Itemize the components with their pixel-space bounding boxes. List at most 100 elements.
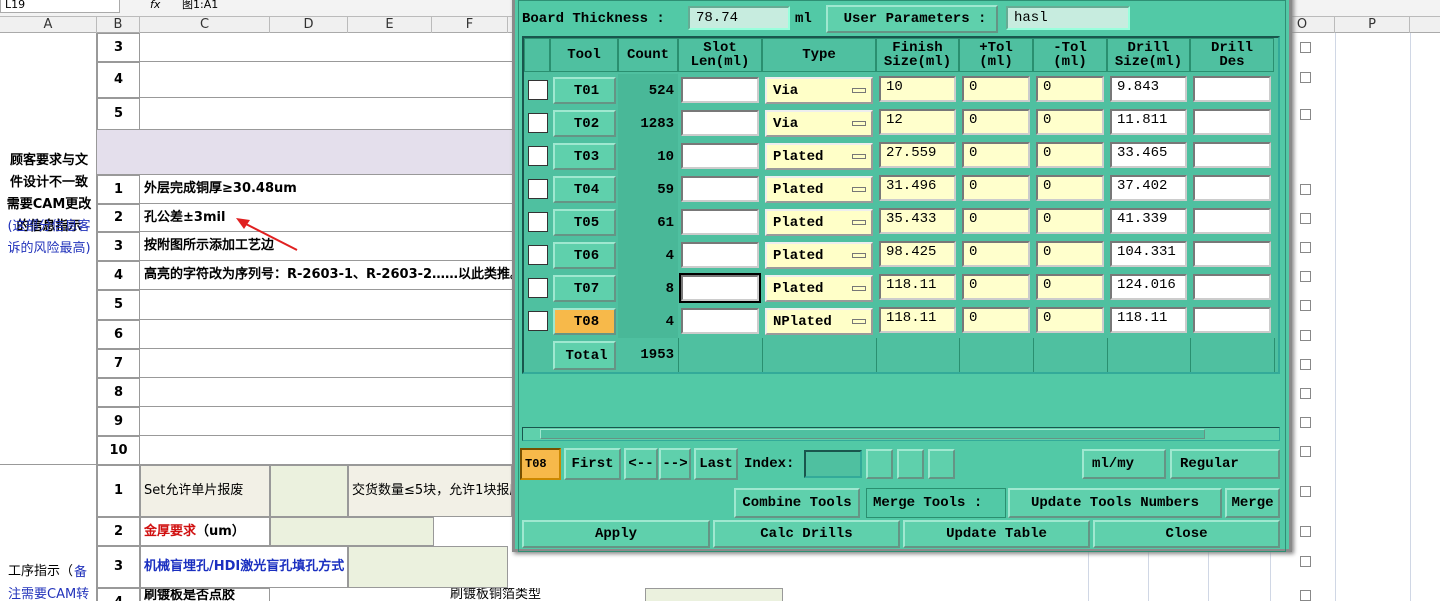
drill-des-field[interactable] [1193,241,1271,267]
column-header[interactable]: +Tol (ml) [959,38,1033,72]
checkbox[interactable] [1300,446,1311,457]
column-header[interactable]: P [1335,17,1410,33]
tool-button[interactable]: T01 [553,77,616,104]
slot-field[interactable] [681,242,759,268]
tool-button[interactable]: T04 [553,176,616,203]
finish-field[interactable]: 10 [879,76,956,102]
plus-tol-field[interactable]: 0 [962,76,1030,102]
action-button[interactable]: Calc Drills [713,520,900,548]
finish-field[interactable]: 118.11 [879,307,956,333]
checkbox[interactable] [1300,526,1311,537]
icon-button[interactable] [866,449,893,479]
drill-size-field[interactable]: 104.331 [1110,241,1187,267]
drill-size-field[interactable]: 124.016 [1110,274,1187,300]
drill-des-field[interactable] [1193,307,1271,333]
slot-field[interactable] [681,143,759,169]
nav-button[interactable]: --> [659,448,691,480]
checkbox[interactable] [1300,42,1311,53]
row-expand-icon[interactable] [528,278,548,298]
column-header[interactable]: Tool [550,38,618,72]
tool-button[interactable]: T03 [553,143,616,170]
column-header[interactable]: Count [618,38,678,72]
finish-field[interactable]: 12 [879,109,956,135]
finish-field[interactable]: 118.11 [879,274,956,300]
checkbox[interactable] [1300,242,1311,253]
column-header[interactable]: A [0,17,97,33]
minus-tol-field[interactable]: 0 [1036,175,1104,201]
formula-input[interactable]: 图1:A1 [182,0,219,11]
slot-field[interactable] [681,308,759,334]
drill-des-field[interactable] [1193,142,1271,168]
drill-size-field[interactable]: 118.11 [1110,307,1187,333]
plus-tol-field[interactable]: 0 [962,307,1030,333]
minus-tol-field[interactable]: 0 [1036,76,1104,102]
tool-button[interactable]: T06 [553,242,616,269]
row-expand-icon[interactable] [528,245,548,265]
checkbox[interactable] [1300,109,1311,120]
minus-tol-field[interactable]: 0 [1036,241,1104,267]
checkbox[interactable] [1300,388,1311,399]
drill-des-field[interactable] [1193,109,1271,135]
slot-field[interactable] [679,273,761,303]
checkbox[interactable] [1300,330,1311,341]
user-params-button[interactable]: User Parameters : [826,5,998,33]
user-params-field[interactable]: hasl [1006,6,1130,30]
column-header[interactable]: Type [762,38,876,72]
checkbox[interactable] [1300,556,1311,567]
row-expand-icon[interactable] [528,179,548,199]
minus-tol-field[interactable]: 0 [1036,208,1104,234]
action-button[interactable]: Close [1093,520,1280,548]
nav-button[interactable]: Last [694,448,738,480]
checkbox[interactable] [1300,590,1311,601]
column-header[interactable]: Drill Des [1190,38,1274,72]
column-header[interactable]: -Tol (ml) [1033,38,1107,72]
drill-des-field[interactable] [1193,208,1271,234]
column-header[interactable]: O [1270,17,1335,33]
type-menu[interactable]: Plated [765,143,873,170]
units-menu[interactable]: ml/my [1082,449,1166,479]
finish-field[interactable]: 27.559 [879,142,956,168]
checkbox[interactable] [1300,300,1311,311]
drill-des-field[interactable] [1193,175,1271,201]
plus-tol-field[interactable]: 0 [962,109,1030,135]
slot-field[interactable] [681,209,759,235]
drill-des-field[interactable] [1193,76,1271,102]
minus-tol-field[interactable]: 0 [1036,142,1104,168]
drill-size-field[interactable]: 41.339 [1110,208,1187,234]
thickness-field[interactable]: 78.74 [688,6,790,30]
checkbox[interactable] [1300,213,1311,224]
column-header[interactable]: Slot Len(ml) [678,38,762,72]
mode-menu[interactable]: Regular [1170,449,1280,479]
checkbox[interactable] [1300,486,1311,497]
plus-tol-field[interactable]: 0 [962,175,1030,201]
column-header[interactable]: E [348,17,432,33]
slot-field[interactable] [681,110,759,136]
column-header[interactable]: B [97,17,140,33]
column-header[interactable]: Finish Size(ml) [876,38,959,72]
plus-tol-field[interactable]: 0 [962,241,1030,267]
nav-button[interactable]: <-- [624,448,658,480]
minus-tol-field[interactable]: 0 [1036,109,1104,135]
combine-button[interactable]: Combine Tools [734,488,860,518]
row-expand-icon[interactable] [528,80,548,100]
plus-tol-field[interactable]: 0 [962,274,1030,300]
finish-field[interactable]: 31.496 [879,175,956,201]
plus-tol-field[interactable]: 0 [962,208,1030,234]
column-header[interactable]: D [270,17,348,33]
minus-tol-field[interactable]: 0 [1036,307,1104,333]
merge-menu[interactable]: Update Tools Numbers [1008,488,1222,518]
checkbox[interactable] [1300,184,1311,195]
checkbox[interactable] [1300,417,1311,428]
column-header[interactable]: Drill Size(ml) [1107,38,1190,72]
plus-tol-field[interactable]: 0 [962,142,1030,168]
nav-button[interactable]: First [564,448,621,480]
type-menu[interactable]: Plated [765,176,873,203]
finish-field[interactable]: 35.433 [879,208,956,234]
checkbox[interactable] [1300,271,1311,282]
action-button[interactable]: Apply [522,520,710,548]
checkbox[interactable] [1300,72,1311,83]
drill-des-field[interactable] [1193,274,1271,300]
action-button[interactable]: Update Table [903,520,1090,548]
row-expand-icon[interactable] [528,146,548,166]
tool-button[interactable]: T08 [553,308,616,335]
